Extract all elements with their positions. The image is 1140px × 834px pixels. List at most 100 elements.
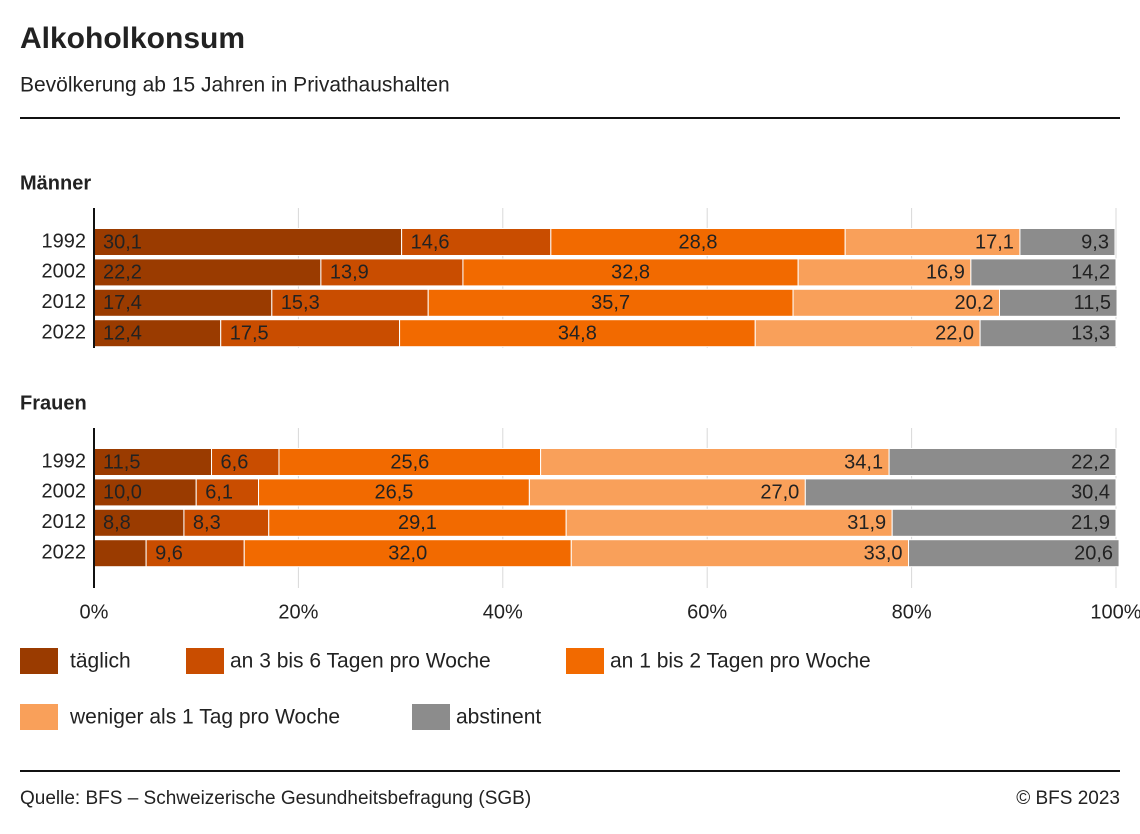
- bar-segment: [797, 258, 972, 287]
- data-label: 25,6: [390, 451, 429, 473]
- legend-swatch: [566, 648, 604, 674]
- x-tick-label: 60%: [687, 601, 727, 623]
- data-label: 31,9: [847, 512, 886, 534]
- bar-segment: [93, 319, 222, 348]
- bar-segment: [145, 539, 245, 568]
- data-label: 13,9: [330, 262, 369, 284]
- data-label: 17,1: [975, 231, 1014, 253]
- data-label: 27,0: [760, 482, 799, 504]
- data-label: 22,2: [103, 262, 142, 284]
- bar-segment: [528, 478, 806, 507]
- bar-segment: [278, 448, 542, 476]
- y-tick-label: 2012: [42, 511, 87, 533]
- bar-segment: [427, 288, 794, 317]
- y-tick-label: 2022: [42, 541, 87, 563]
- x-tick-label: 40%: [483, 601, 523, 623]
- bar-segment: [792, 288, 1000, 317]
- data-label: 14,6: [411, 231, 450, 253]
- data-label: 28,8: [679, 231, 718, 253]
- bar-segment: [540, 448, 890, 476]
- data-label: 9,6: [155, 542, 183, 564]
- data-label: 12,4: [103, 322, 142, 344]
- data-label: 34,1: [844, 451, 883, 473]
- data-label: 21,9: [1071, 512, 1110, 534]
- bar-segment: [401, 228, 552, 256]
- bar-segment: [220, 319, 401, 348]
- data-label: 11,5: [103, 451, 140, 473]
- subtitle: Bevölkerung ab 15 Jahren in Privathausha…: [20, 74, 450, 97]
- bar-segment: [93, 539, 147, 568]
- copyright: © BFS 2023: [1016, 788, 1120, 809]
- bar-segment: [565, 508, 893, 537]
- data-label: 9,3: [1081, 231, 1109, 253]
- data-label: 17,4: [103, 292, 142, 314]
- data-label: 30,4: [1071, 482, 1110, 504]
- data-label: 22,2: [1071, 451, 1110, 473]
- x-tick-label: 100%: [1090, 601, 1140, 623]
- x-tick-label: 0%: [80, 601, 109, 623]
- bar-segment: [93, 288, 273, 317]
- data-label: 20,2: [955, 292, 994, 314]
- data-label: 35,7: [591, 292, 630, 314]
- data-label: 13,3: [1071, 322, 1110, 344]
- bar-segment: [93, 258, 322, 287]
- bar-segment: [970, 258, 1117, 287]
- data-label: 29,1: [398, 512, 437, 534]
- y-tick-label: 2012: [42, 291, 87, 313]
- y-tick-label: 2002: [42, 261, 87, 283]
- data-label: 14,2: [1071, 262, 1110, 284]
- bar-segment: [908, 539, 1120, 568]
- legend-swatch: [20, 704, 58, 730]
- legend-swatch: [412, 704, 450, 730]
- bar-segment: [979, 319, 1117, 348]
- data-label: 10,0: [103, 482, 142, 504]
- bar-segment: [891, 508, 1117, 537]
- y-tick-label: 2022: [42, 321, 87, 343]
- data-label: 16,9: [926, 262, 965, 284]
- y-tick-label: 1992: [42, 450, 87, 472]
- bar-segment: [93, 448, 213, 476]
- data-label: 6,6: [221, 451, 249, 473]
- data-label: 33,0: [864, 542, 903, 564]
- legend-label: weniger als 1 Tag pro Woche: [69, 706, 340, 729]
- data-label: 15,3: [281, 292, 320, 314]
- bar-segment: [754, 319, 981, 348]
- y-tick-label: 1992: [42, 230, 87, 252]
- title: Alkoholkonsum: [20, 22, 245, 55]
- source: Quelle: BFS – Schweizerische Gesundheits…: [20, 788, 531, 809]
- legend-label: an 3 bis 6 Tagen pro Woche: [230, 650, 491, 673]
- bar-segment: [399, 319, 756, 348]
- bar-segment: [888, 448, 1117, 476]
- bar-segment: [462, 258, 799, 287]
- bar-segment: [320, 258, 464, 287]
- data-label: 17,5: [230, 322, 269, 344]
- legend-swatch: [186, 648, 224, 674]
- bar-segment: [258, 478, 530, 507]
- bar-segment: [570, 539, 910, 568]
- legend-swatch: [20, 648, 58, 674]
- data-label: 11,5: [1074, 292, 1111, 314]
- data-label: 30,1: [103, 231, 142, 253]
- data-label: 8,3: [193, 512, 221, 534]
- bar-segment: [1019, 228, 1116, 256]
- panel-title: Frauen: [20, 392, 87, 414]
- bar-segment: [271, 288, 429, 317]
- x-tick-label: 80%: [892, 601, 932, 623]
- panel-title: Männer: [20, 172, 91, 194]
- bar-segment: [93, 508, 185, 537]
- bar-segment: [998, 288, 1118, 317]
- y-tick-label: 2002: [42, 481, 87, 503]
- data-label: 26,5: [374, 482, 413, 504]
- x-tick-label: 20%: [278, 601, 318, 623]
- bar-segment: [804, 478, 1117, 507]
- data-label: 8,8: [103, 512, 131, 534]
- legend-label: täglich: [70, 650, 131, 673]
- bar-segment: [183, 508, 270, 537]
- data-label: 22,0: [935, 322, 974, 344]
- legend-label: abstinent: [456, 706, 541, 729]
- data-label: 32,8: [611, 262, 650, 284]
- data-label: 6,1: [205, 482, 233, 504]
- data-label: 34,8: [558, 322, 597, 344]
- data-label: 20,6: [1074, 542, 1113, 564]
